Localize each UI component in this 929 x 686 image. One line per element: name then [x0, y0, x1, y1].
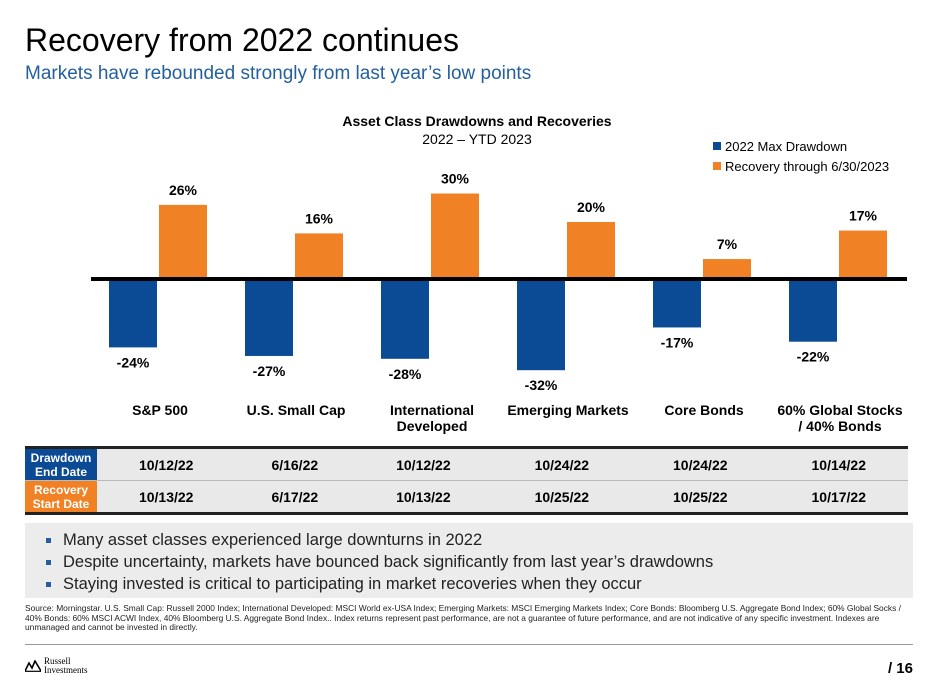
label-recovery-value: 17%	[849, 208, 878, 224]
label-drawdown-value: -22%	[797, 349, 830, 365]
drawdown-end-date-header: Drawdown End Date	[25, 446, 97, 481]
bar-drawdown	[381, 279, 429, 359]
bar-recovery	[159, 204, 207, 279]
recovery-date-cell: 10/25/22	[631, 480, 770, 515]
label-drawdown-value: -28%	[389, 366, 422, 382]
drawdown-date-cell: 10/12/22	[354, 446, 493, 481]
chart-subtitle: 2022 – YTD 2023	[422, 131, 532, 147]
recovery-date-cell: 10/13/22	[354, 480, 493, 515]
category-label: S&P 500	[132, 402, 188, 418]
drawdown-end-date-row: Drawdown End Date 10/12/22 6/16/22 10/12…	[25, 446, 908, 481]
label-drawdown-value: -24%	[117, 354, 150, 370]
label-recovery-value: 30%	[441, 171, 470, 187]
legend-label-drawdown: 2022 Max Drawdown	[725, 139, 847, 154]
label-recovery-value: 20%	[577, 199, 606, 215]
bar-recovery	[295, 233, 343, 279]
drawdown-recovery-chart: Asset Class Drawdowns and Recoveries 202…	[91, 113, 907, 434]
label-drawdown-value: -27%	[253, 363, 286, 379]
label-recovery-value: 7%	[717, 236, 738, 252]
drawdown-date-cell: 10/24/22	[631, 446, 770, 481]
page-number: / 16	[887, 660, 913, 677]
bar-drawdown	[517, 279, 565, 371]
legend-swatch-drawdown	[713, 142, 721, 150]
bullet-list: Many asset classes experienced large dow…	[25, 523, 913, 595]
category-label: International Developed	[390, 402, 474, 434]
footer-divider	[25, 644, 913, 645]
label-drawdown-value: -32%	[525, 377, 558, 393]
chart-bars: -24% 26% -27% 16% -28% 30% -32% 20% -17% 7% -22% 17…	[109, 171, 887, 393]
russell-investments-logo: Russell Investments	[25, 657, 88, 674]
chart-title: Asset Class Drawdowns and Recoveries	[342, 113, 611, 129]
chart-legend: 2022 Max Drawdown Recovery through 6/30/…	[713, 139, 889, 174]
recovery-date-cell: 10/13/22	[97, 480, 236, 515]
drawdown-date-cell: 6/16/22	[235, 446, 355, 481]
label-recovery-value: 16%	[305, 210, 334, 226]
bar-recovery	[839, 230, 887, 279]
recovery-date-cell: 10/25/22	[492, 480, 632, 515]
label-recovery-value: 26%	[169, 182, 198, 198]
logo-text-line1: Russell	[44, 656, 71, 666]
page-title: Recovery from 2022 continues	[25, 22, 459, 58]
page-subtitle: Markets have rebounded strongly from las…	[25, 63, 532, 84]
category-labels: S&P 500 U.S. Small Cap International Develo…	[132, 402, 903, 434]
bullet-item: Despite uncertainty, markets have bounce…	[46, 551, 913, 573]
recovery-start-date-header: Recovery Start Date	[25, 480, 97, 515]
bar-drawdown	[245, 279, 293, 356]
drawdown-date-cell: 10/24/22	[492, 446, 632, 481]
bullet-item: Many asset classes experienced large dow…	[46, 529, 913, 551]
drawdown-date-cell: 10/12/22	[97, 446, 236, 481]
dates-table: Drawdown End Date 10/12/22 6/16/22 10/12…	[25, 446, 908, 515]
bullet-item: Staying invested is critical to particip…	[46, 573, 913, 595]
bar-drawdown	[109, 279, 157, 348]
category-label: Core Bonds	[664, 402, 744, 418]
legend-label-recovery: Recovery through 6/30/2023	[725, 159, 889, 174]
bar-recovery	[431, 193, 479, 279]
logo-text-line2: Investments	[44, 664, 88, 675]
bar-drawdown	[789, 279, 837, 342]
logo-mark-icon	[25, 659, 41, 672]
recovery-start-date-row: Recovery Start Date 10/13/22 6/17/22 10/…	[25, 480, 908, 515]
category-label: 60% Global Stocks/ 40% Bonds	[777, 402, 902, 434]
recovery-date-cell: 10/17/22	[769, 480, 908, 515]
bar-drawdown	[653, 279, 701, 328]
category-label: Emerging Markets	[507, 402, 629, 418]
key-takeaways-box: Many asset classes experienced large dow…	[25, 523, 913, 598]
bar-recovery	[703, 259, 751, 279]
source-note: Source: Morningstar. U.S. Small Cap: Rus…	[25, 603, 901, 633]
label-drawdown-value: -17%	[661, 334, 694, 350]
drawdown-date-cell: 10/14/22	[769, 446, 908, 481]
bar-recovery	[567, 222, 615, 279]
recovery-date-cell: 6/17/22	[235, 480, 355, 515]
category-label: U.S. Small Cap	[247, 402, 346, 418]
legend-swatch-recovery	[713, 162, 721, 170]
